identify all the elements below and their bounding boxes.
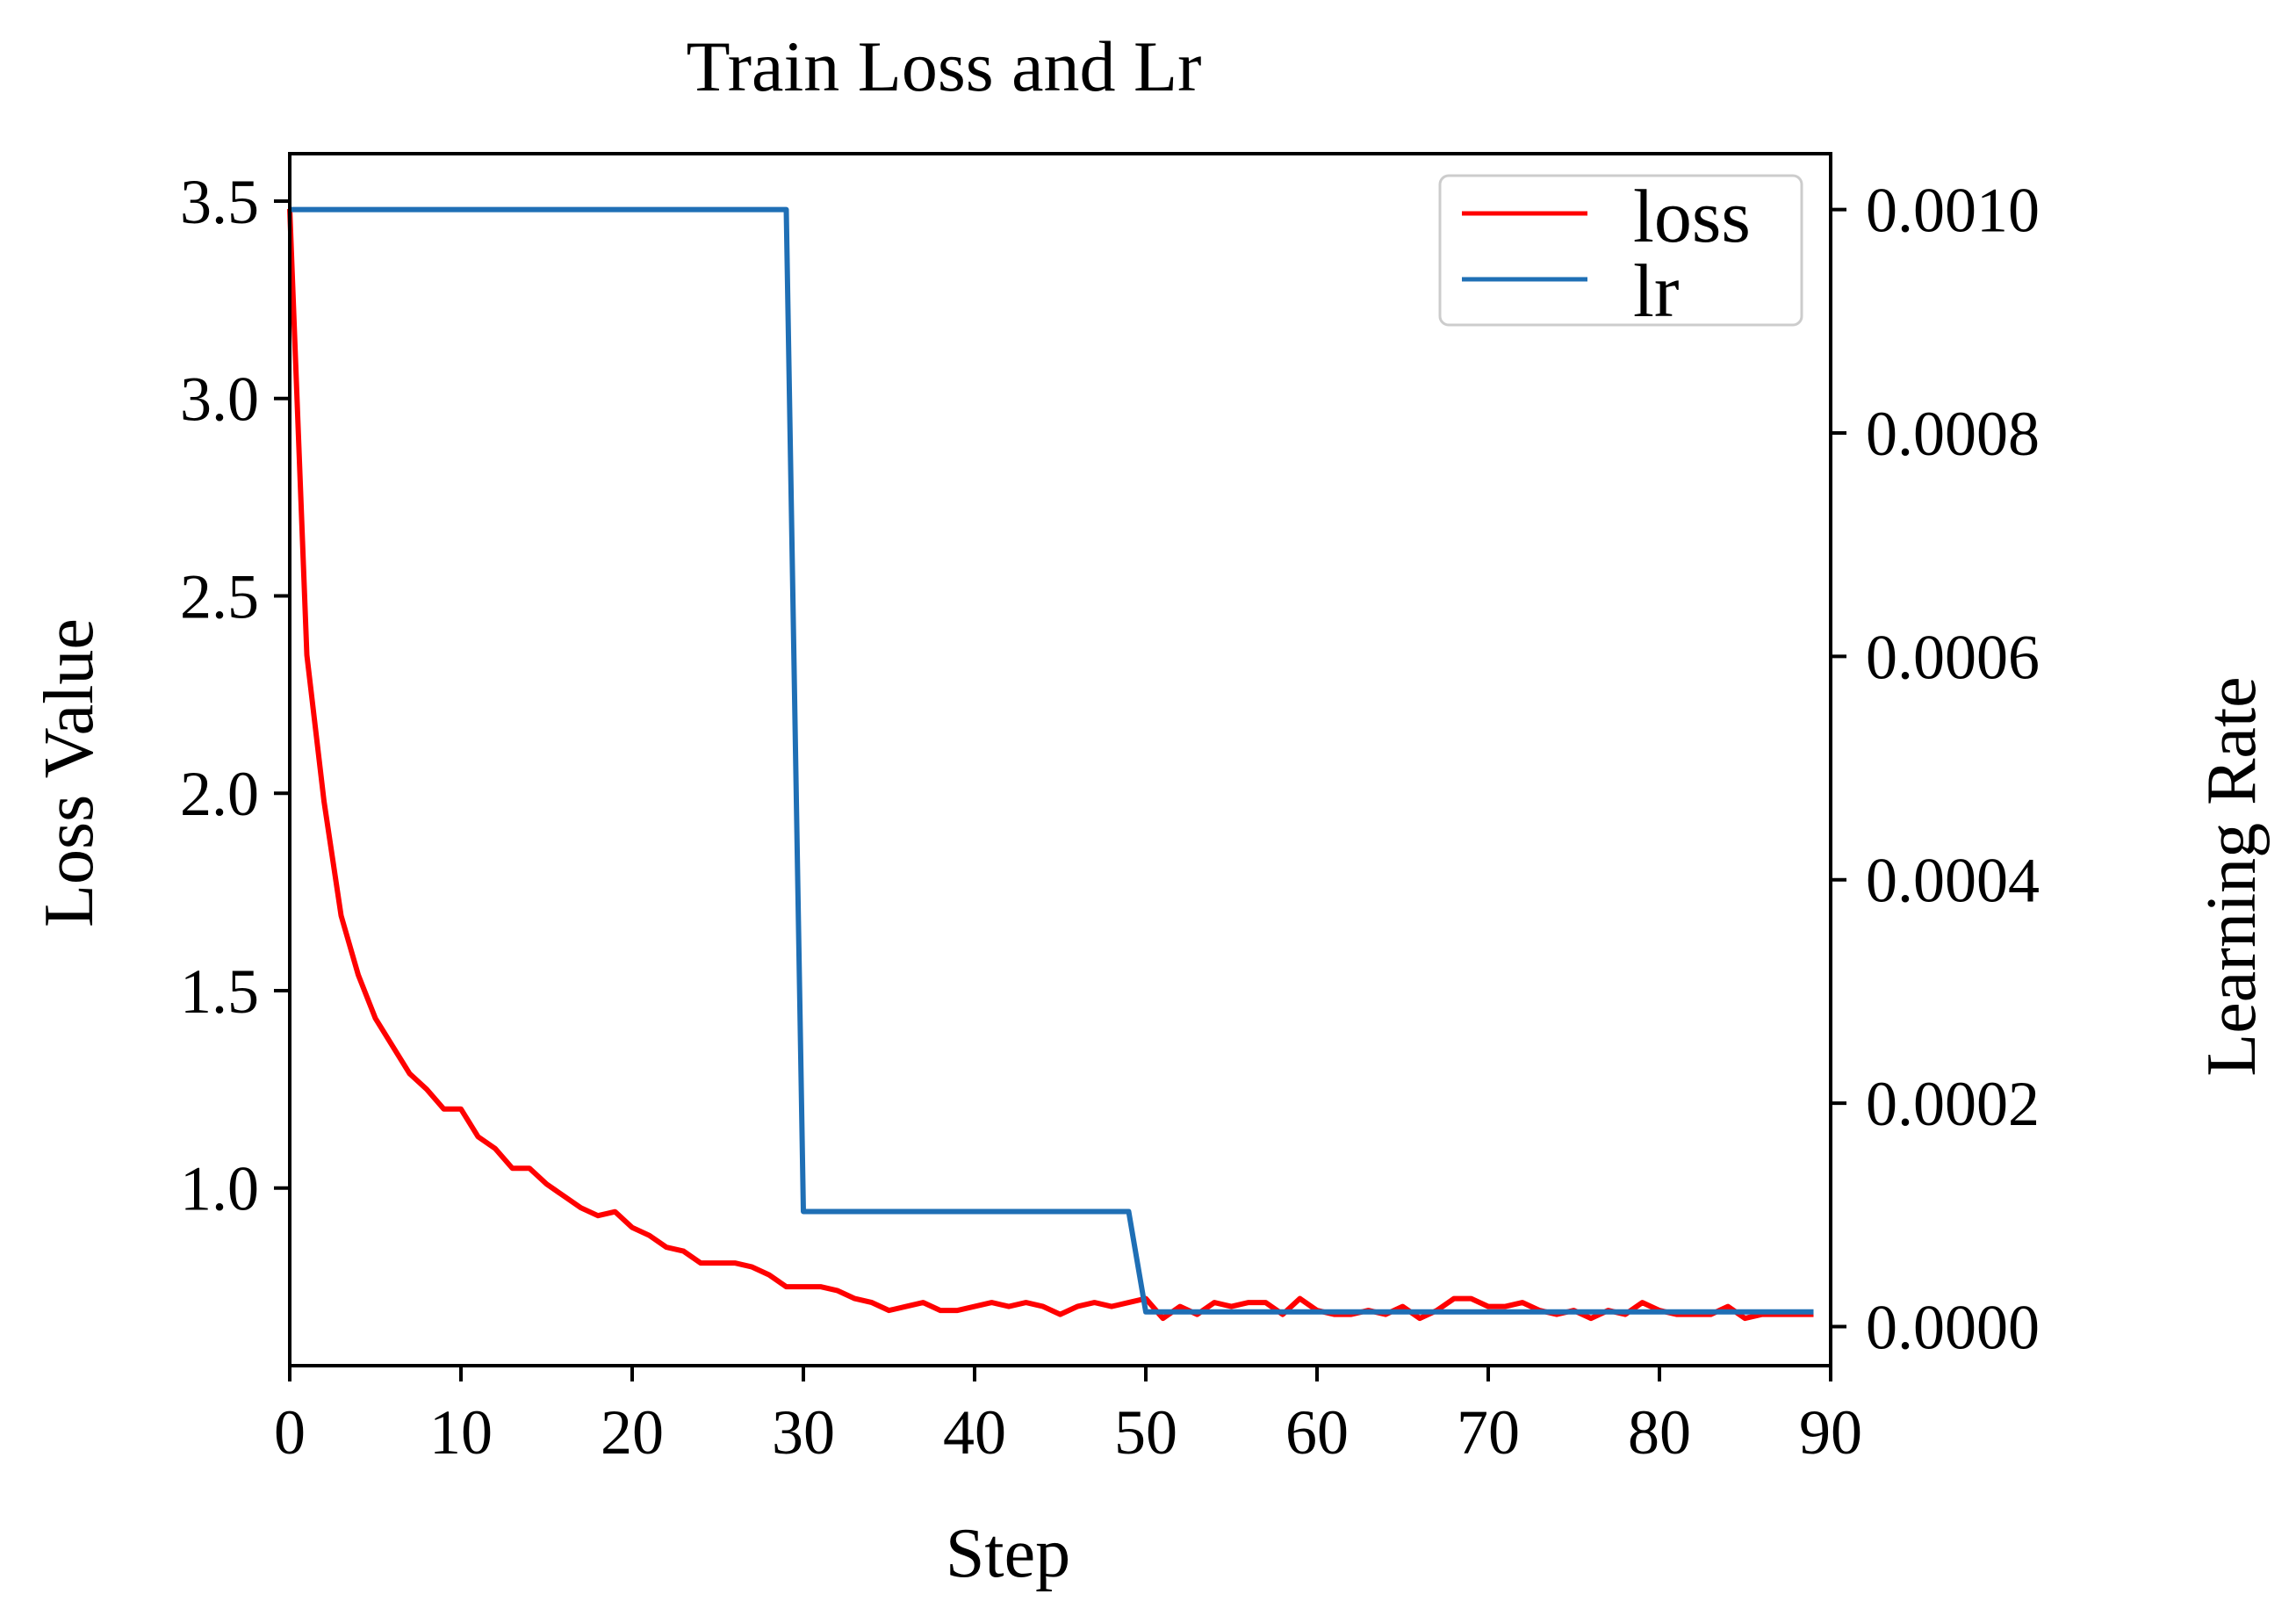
x-tick-label: 50 bbox=[1114, 1397, 1177, 1468]
lr-line bbox=[290, 206, 1814, 1315]
x-tick-label: 20 bbox=[601, 1397, 664, 1468]
legend: loss lr bbox=[1438, 174, 1803, 333]
x-tick-label: 90 bbox=[1799, 1397, 1862, 1468]
plot-frame bbox=[288, 152, 1832, 1367]
y-tick-label: 2.5 bbox=[180, 561, 259, 631]
legend-loss-label: loss bbox=[1633, 174, 1751, 258]
series-layer bbox=[287, 206, 1814, 1322]
x-tick-label: 40 bbox=[943, 1397, 1006, 1468]
y2-tick-label: 0.0006 bbox=[1866, 622, 2040, 692]
x-axis-label: Step bbox=[946, 1515, 1070, 1592]
x-tick-label: 0 bbox=[274, 1397, 306, 1468]
legend-lr-label: lr bbox=[1633, 249, 1680, 333]
y-tick-label: 1.5 bbox=[180, 956, 259, 1027]
x-tick-label: 70 bbox=[1457, 1397, 1520, 1468]
axes: 0 10 20 30 40 50 60 70 80 90 1.0 1.5 2.0 2.5 3.0 3.5 0.0… bbox=[180, 167, 2040, 1468]
y2-tick-label: 0.0008 bbox=[1866, 399, 2040, 469]
x-tick-label: 60 bbox=[1285, 1397, 1349, 1468]
y2-tick-label: 0.0002 bbox=[1866, 1069, 2040, 1139]
y-axis-label: Loss Value bbox=[31, 618, 108, 927]
chart-title: Train Loss and Lr bbox=[687, 26, 1202, 106]
x-tick-label: 30 bbox=[772, 1397, 835, 1468]
y2-tick-label: 0.0004 bbox=[1866, 846, 2040, 916]
y-tick-label: 3.5 bbox=[180, 167, 259, 237]
y2-axis-label: Learning Rate bbox=[2193, 676, 2271, 1076]
x-tick-label: 80 bbox=[1628, 1397, 1691, 1468]
y2-tick-label: 0.0000 bbox=[1866, 1292, 2040, 1362]
y-tick-label: 2.0 bbox=[180, 759, 259, 829]
y-tick-label: 1.0 bbox=[180, 1154, 259, 1224]
y-tick-label: 3.0 bbox=[180, 364, 259, 435]
y2-tick-label: 0.0010 bbox=[1866, 176, 2040, 246]
x-tick-label: 10 bbox=[429, 1397, 493, 1468]
